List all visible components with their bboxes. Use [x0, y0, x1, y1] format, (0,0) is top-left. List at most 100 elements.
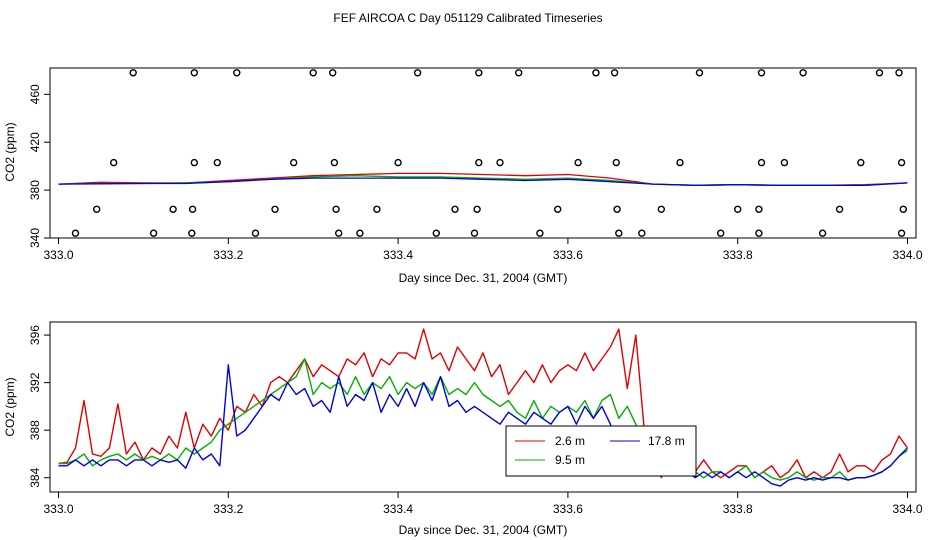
top-x-axis-label: Day since Dec. 31, 2004 (GMT): [399, 271, 568, 285]
calibration-point: [897, 229, 906, 237]
calibration-point: [271, 205, 279, 214]
bottom-y-tick-label: 396: [28, 325, 42, 345]
calibration-point: [615, 229, 623, 237]
figure-title: FEF AIRCOA C Day 051129 Calibrated Times…: [333, 11, 602, 25]
top-y-axis-label: CO2 (ppm): [3, 122, 17, 181]
calibration-point: [92, 205, 101, 214]
calibration-point: [496, 158, 504, 167]
bottom-plot-frame: [49, 321, 917, 493]
calibration-point: [676, 158, 684, 167]
calibration-point: [71, 229, 80, 237]
bottom-x-tick-label: 333.0: [43, 502, 73, 516]
legend-box: [505, 425, 697, 477]
calibration-point: [149, 229, 158, 237]
calibration-point: [309, 69, 317, 77]
calibration-point: [755, 229, 763, 237]
top-x-tick-label: 333.0: [43, 248, 73, 262]
calibration-point: [875, 69, 884, 77]
calibration-point: [592, 69, 600, 77]
calibration-point: [332, 205, 340, 214]
top-x-tick-label: 333.8: [723, 248, 753, 262]
bottom-series-lines: [58, 328, 909, 487]
calibration-point: [613, 205, 621, 214]
calibration-point: [515, 69, 523, 77]
calibration-point: [335, 229, 343, 237]
calibration-point: [734, 205, 742, 214]
top-x-axis: 333.0 333.2 333.4 333.6 333.8 334.0: [43, 238, 923, 262]
top-series-line-17-8m: [58, 177, 908, 186]
calibration-point: [394, 158, 402, 167]
legend-label-17-8m: 17.8 m: [648, 434, 685, 448]
calibration-point: [780, 158, 789, 167]
calibration-point: [329, 69, 337, 77]
calibration-point: [895, 69, 903, 77]
calibration-point: [554, 205, 562, 214]
calibration-point: [638, 229, 646, 237]
bottom-y-tick-label: 388: [28, 420, 42, 440]
top-x-tick-label: 333.2: [213, 248, 243, 262]
bottom-series-line-17-8m: [58, 364, 908, 487]
top-x-tick-label: 334.0: [892, 248, 922, 262]
top-plot-frame: [49, 67, 917, 239]
bottom-x-tick-label: 334.0: [892, 502, 922, 516]
legend-label-2-6m: 2.6 m: [555, 434, 585, 448]
bottom-series-line-9-5m: [58, 358, 908, 481]
bottom-y-tick-label: 392: [28, 372, 42, 392]
top-y-tick-label: 380: [28, 180, 42, 200]
top-calibration-points: [71, 69, 907, 237]
bottom-y-axis-label: CO2 (ppm): [3, 377, 17, 436]
calibration-point: [695, 69, 704, 77]
top-y-tick-label: 420: [28, 132, 42, 152]
bottom-x-tick-label: 333.2: [213, 502, 243, 516]
calibration-point: [213, 158, 222, 167]
top-x-tick-label: 333.4: [383, 248, 413, 262]
calibration-point: [190, 158, 199, 167]
legend-label-9-5m: 9.5 m: [555, 453, 585, 467]
calibration-point: [757, 69, 766, 77]
calibration-point: [188, 229, 196, 237]
calibration-point: [835, 205, 844, 214]
bottom-x-tick-label: 333.4: [383, 502, 413, 516]
top-x-tick-label: 333.6: [553, 248, 583, 262]
bottom-y-axis: 384 388 392 396: [28, 325, 50, 488]
legend: 2.6 m 9.5 m 17.8 m: [505, 425, 697, 477]
bottom-x-axis-label: Day since Dec. 31, 2004 (GMT): [399, 523, 568, 537]
calibration-point: [373, 205, 381, 214]
calibration-point: [536, 229, 544, 237]
calibration-point: [251, 229, 260, 237]
calibration-point: [470, 229, 479, 237]
calibration-point: [129, 69, 137, 77]
calibration-point: [330, 158, 339, 167]
top-y-axis: 340 380 420 460: [28, 84, 50, 248]
top-y-tick-label: 340: [28, 228, 42, 248]
calibration-point: [356, 229, 364, 237]
calibration-point: [413, 69, 422, 77]
bottom-x-tick-label: 333.8: [723, 502, 753, 516]
bottom-x-tick-label: 333.6: [553, 502, 583, 516]
calibration-point: [475, 158, 483, 167]
calibration-point: [233, 69, 241, 77]
calibration-point: [188, 205, 197, 214]
calibration-point: [473, 205, 481, 214]
calibration-point: [169, 205, 177, 214]
calibration-point: [109, 158, 118, 167]
calibration-point: [818, 229, 827, 237]
calibration-point: [451, 205, 459, 214]
bottom-x-axis: 333.0 333.2 333.4 333.6 333.8 334.0: [43, 492, 923, 516]
calibration-point: [290, 158, 298, 167]
calibration-point: [857, 158, 865, 167]
top-series-lines: [58, 172, 908, 186]
bottom-y-tick-label: 384: [28, 467, 42, 487]
calibration-point: [899, 205, 907, 214]
calibration-point: [657, 205, 665, 214]
calibration-point: [432, 229, 440, 237]
calibration-point: [717, 229, 725, 237]
calibration-point: [799, 69, 807, 77]
calibration-point: [755, 205, 763, 214]
calibration-point: [757, 158, 766, 167]
calibration-point: [475, 69, 483, 77]
top-y-tick-label: 460: [28, 84, 42, 104]
